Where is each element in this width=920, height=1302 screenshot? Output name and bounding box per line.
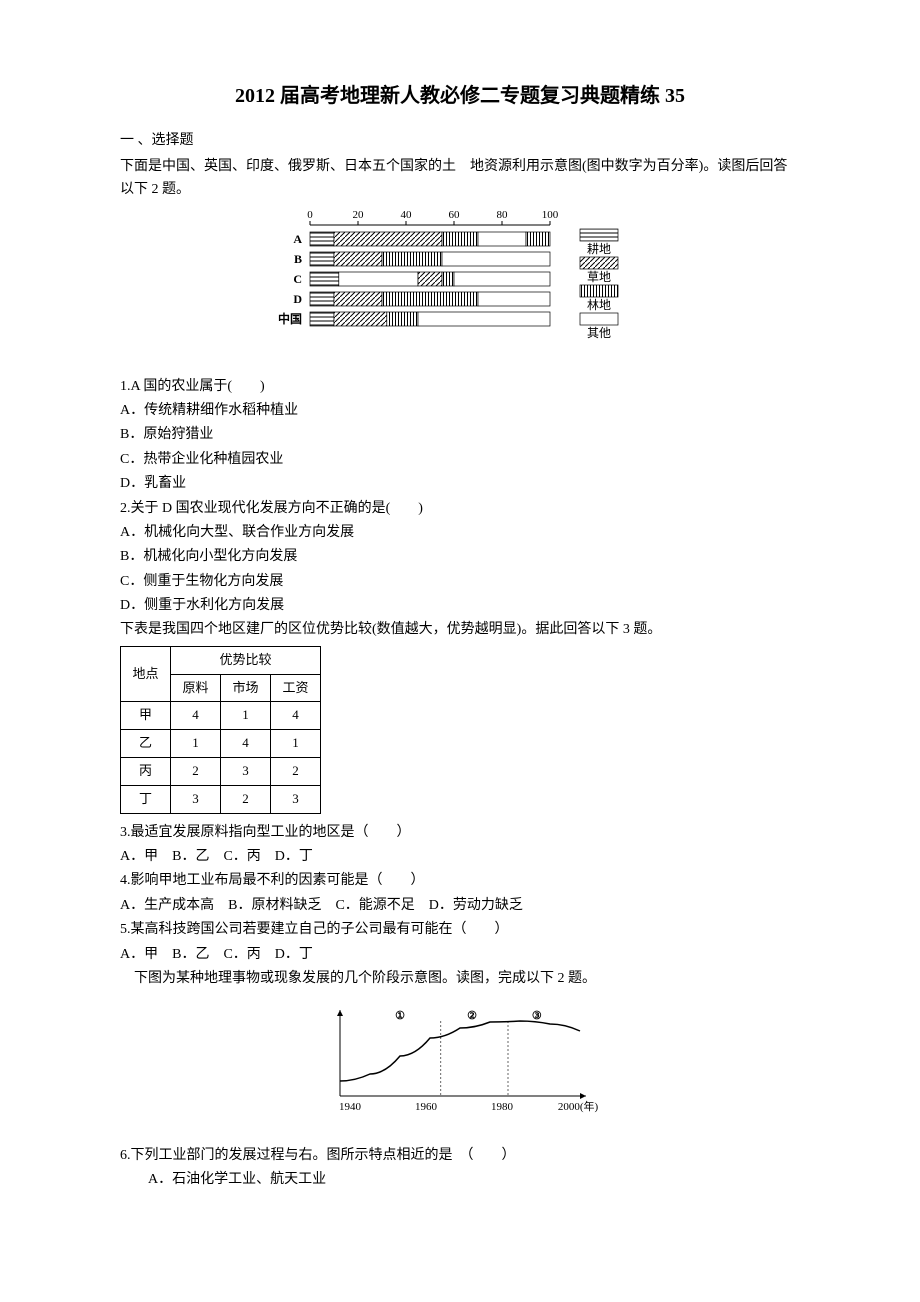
- table-row: 甲 4 1 4: [121, 702, 321, 730]
- q2-opt-a: A．机械化向大型、联合作业方向发展: [120, 522, 800, 544]
- td: 4: [171, 702, 221, 730]
- svg-text:40: 40: [401, 209, 413, 221]
- td: 2: [221, 785, 271, 813]
- table-row: 丁 3 2 3: [121, 785, 321, 813]
- land-use-chart: 0 20 40 60 80 100 ABCD 中国 耕地草地林地其他: [120, 207, 800, 365]
- td: 1: [171, 730, 221, 758]
- q4-opts: A．生产成本高 B．原材料缺乏 C．能源不足 D．劳动力缺乏: [120, 895, 800, 917]
- th-col-2: 工资: [271, 674, 321, 702]
- location-table: 地点 优势比较 原料 市场 工资 甲 4 1 4 乙 1 4 1 丙 2 3 2…: [120, 646, 800, 814]
- q5-stem: 5.某高科技跨国公司若要建立自己的子公司最有可能在（ ）: [120, 919, 800, 941]
- th-col-0: 原料: [171, 674, 221, 702]
- q3-stem: 3.最适宜发展原料指向型工业的地区是（ ）: [120, 822, 800, 844]
- svg-text:1960: 1960: [415, 1101, 438, 1113]
- q1-opt-c: C．热带企业化种植园农业: [120, 449, 800, 471]
- td: 丙: [121, 758, 171, 786]
- svg-text:2000(年): 2000(年): [558, 1099, 599, 1113]
- q2-opt-c: C．侧重于生物化方向发展: [120, 571, 800, 593]
- svg-text:①: ①: [395, 1010, 405, 1022]
- passage-2: 下表是我国四个地区建厂的区位优势比较(数值越大，优势越明显)。据此回答以下 3 …: [120, 619, 800, 641]
- td: 3: [171, 785, 221, 813]
- svg-text:林地: 林地: [587, 298, 611, 312]
- table-row: 乙 1 4 1: [121, 730, 321, 758]
- svg-text:A: A: [293, 232, 302, 246]
- q2-opt-d: D．侧重于水利化方向发展: [120, 595, 800, 617]
- td: 2: [171, 758, 221, 786]
- svg-text:100: 100: [542, 209, 559, 221]
- section-heading: 一 、选择题: [120, 130, 800, 152]
- th-advantage: 优势比较: [171, 646, 321, 674]
- q2-stem: 2.关于 D 国农业现代化发展方向不正确的是( ): [120, 498, 800, 520]
- th-location: 地点: [121, 646, 171, 702]
- q1-opt-b: B．原始狩猎业: [120, 424, 800, 446]
- td: 3: [221, 758, 271, 786]
- passage-1: 下面是中国、英国、印度、俄罗斯、日本五个国家的土 地资源利用示意图(图中数字为百…: [120, 156, 800, 201]
- th-col-1: 市场: [221, 674, 271, 702]
- td: 乙: [121, 730, 171, 758]
- chart1-svg: 0 20 40 60 80 100 ABCD 中国 耕地草地林地其他: [250, 207, 670, 357]
- svg-text:中国: 中国: [278, 311, 302, 326]
- td: 2: [271, 758, 321, 786]
- td: 4: [221, 730, 271, 758]
- q6-stem: 6.下列工业部门的发展过程与右。图所示特点相近的是 （ ）: [120, 1145, 800, 1167]
- table-row: 丙 2 3 2: [121, 758, 321, 786]
- q4-stem: 4.影响甲地工业布局最不利的因素可能是（ ）: [120, 870, 800, 892]
- svg-text:③: ③: [532, 1010, 542, 1022]
- svg-text:60: 60: [449, 209, 461, 221]
- td: 甲: [121, 702, 171, 730]
- svg-text:20: 20: [353, 209, 365, 221]
- q1-stem: 1.A 国的农业属于( ): [120, 376, 800, 398]
- td: 1: [221, 702, 271, 730]
- q5-opts: A．甲 B．乙 C．丙 D．丁: [120, 944, 800, 966]
- svg-text:耕地: 耕地: [587, 241, 611, 256]
- svg-text:D: D: [293, 292, 302, 306]
- svg-text:其他: 其他: [587, 326, 611, 340]
- svg-text:1980: 1980: [491, 1101, 514, 1113]
- svg-text:②: ②: [467, 1010, 477, 1022]
- passage-3: 下图为某种地理事物或现象发展的几个阶段示意图。读图，完成以下 2 题。: [120, 968, 800, 990]
- q1-opt-a: A．传统精耕细作水稻种植业: [120, 400, 800, 422]
- q1-opt-d: D．乳畜业: [120, 473, 800, 495]
- chart2-svg: ① ② ③ 1940 1960 1980 2000(年): [320, 996, 600, 1126]
- svg-text:C: C: [293, 272, 302, 286]
- svg-text:80: 80: [497, 209, 509, 221]
- svg-text:1940: 1940: [339, 1101, 362, 1113]
- phase-curve-chart: ① ② ③ 1940 1960 1980 2000(年): [120, 996, 800, 1134]
- td: 4: [271, 702, 321, 730]
- svg-text:0: 0: [307, 209, 313, 221]
- td: 3: [271, 785, 321, 813]
- q6-opt-a: A．石油化学工业、航天工业: [120, 1169, 800, 1191]
- q2-opt-b: B．机械化向小型化方向发展: [120, 546, 800, 568]
- svg-text:草地: 草地: [587, 270, 611, 284]
- q3-opts: A．甲 B．乙 C．丙 D．丁: [120, 846, 800, 868]
- svg-text:B: B: [294, 252, 302, 266]
- td: 1: [271, 730, 321, 758]
- td: 丁: [121, 785, 171, 813]
- page-title: 2012 届高考地理新人教必修二专题复习典题精练 35: [120, 80, 800, 112]
